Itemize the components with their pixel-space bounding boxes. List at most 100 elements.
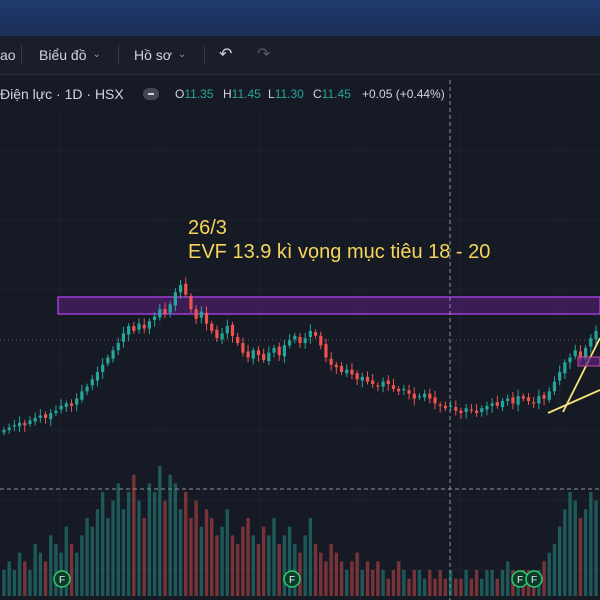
candle-body (246, 351, 250, 358)
volume-bar (121, 509, 126, 596)
volume-bar (396, 561, 401, 596)
volume-bar (313, 544, 318, 596)
candle-body (454, 407, 458, 411)
candle-body (313, 332, 318, 336)
annotation-text[interactable]: EVF 13.9 kì vọng mục tiêu 18 - 20 (188, 241, 491, 263)
ohlc-close: C11.45 (313, 87, 351, 101)
volume-bar (246, 518, 250, 596)
candle-body (589, 338, 593, 347)
candle-body (251, 350, 255, 359)
candle-body (80, 391, 84, 400)
candle-body (147, 321, 152, 329)
volume-bar (272, 518, 276, 596)
candle-body (542, 394, 546, 399)
candle-body (438, 404, 442, 406)
trend-line[interactable] (547, 389, 600, 414)
volume-bar (391, 570, 396, 596)
volume-bar (428, 570, 432, 596)
candle-body (552, 381, 557, 392)
volume-bar (381, 570, 385, 596)
candle-body (490, 403, 494, 406)
candle-body (594, 330, 598, 340)
volume-bar (54, 544, 58, 596)
toolbar-divider (118, 45, 119, 65)
candle-body (516, 396, 520, 405)
candle-body (371, 380, 375, 385)
volume-bar (371, 570, 375, 596)
volume-bar (23, 561, 27, 596)
candle-body (59, 405, 63, 410)
candle-body (480, 408, 484, 412)
volume-bar (49, 535, 53, 596)
volume-bar (163, 500, 167, 596)
volume-bar (589, 492, 593, 596)
chart-menu-button[interactable]: Biểu đồ ⌄ (39, 36, 101, 74)
volume-bar (173, 483, 178, 596)
volume-bar (552, 544, 557, 596)
volume-bar (365, 561, 370, 596)
volume-bar (506, 561, 510, 596)
volume-bar (147, 483, 152, 596)
candle-body (459, 410, 463, 414)
volume-bar (459, 578, 463, 596)
trend-line[interactable] (562, 337, 600, 413)
volume-bar (230, 535, 235, 596)
candle-body (521, 396, 525, 399)
volume-bar (184, 492, 188, 596)
volume-bar (355, 552, 359, 596)
redo-icon[interactable]: ↷ (257, 46, 271, 63)
volume-bar (490, 570, 494, 596)
candle-body (402, 388, 406, 391)
volume-bar (563, 509, 567, 596)
candle-body (365, 376, 370, 382)
volume-bar (267, 535, 271, 596)
candle-body (121, 333, 126, 342)
candle-body (584, 347, 588, 360)
volume-bar (495, 578, 500, 596)
candle-body (474, 410, 479, 414)
candle-body (558, 372, 562, 381)
annotation-date[interactable]: 26/3 (188, 217, 227, 239)
volume-bar (386, 578, 390, 596)
volume-bar (568, 492, 572, 596)
volume-bars (2, 466, 598, 596)
volume-bar (33, 544, 37, 596)
candle-body (101, 364, 105, 372)
candle-body (220, 333, 224, 340)
candle-body (199, 311, 203, 318)
candle-body (54, 410, 58, 414)
volume-bar (28, 570, 32, 596)
candle-body (272, 347, 276, 353)
symbol-title[interactable]: Điện lực · 1D · HSX (0, 86, 124, 102)
candle-body (225, 326, 229, 334)
volume-bar (261, 526, 266, 596)
resistance-zone (57, 296, 600, 315)
legend-collapse-icon[interactable] (143, 88, 159, 100)
volume-bar (17, 552, 22, 596)
chart-toolbar: ao Biểu đồ ⌄ Hồ sơ ⌄ ↶ ↷ (0, 36, 600, 75)
candle-body (178, 285, 183, 293)
candle-body (360, 376, 364, 381)
candle-body (163, 309, 167, 314)
volume-bar (573, 500, 577, 596)
candle-body (168, 304, 172, 313)
volume-bar (116, 483, 120, 596)
candle-body (132, 326, 136, 331)
candle-body (2, 430, 6, 433)
volume-bar (95, 509, 100, 596)
candle-body (298, 336, 302, 343)
volume-bar (443, 578, 448, 596)
candle-body (267, 352, 271, 362)
profile-menu-button[interactable]: Hồ sơ ⌄ (134, 36, 186, 74)
candle-body (423, 393, 427, 398)
candle-body (308, 330, 312, 337)
candle-body (568, 357, 572, 363)
chart-menu-label: Biểu đồ (39, 47, 87, 63)
candle-body (464, 408, 468, 412)
volume-bar (402, 570, 406, 596)
candle-body (506, 398, 510, 401)
undo-icon[interactable]: ↶ (219, 46, 233, 63)
toolbar-partial-menu[interactable]: ao (0, 47, 16, 63)
candle-body (7, 427, 11, 430)
